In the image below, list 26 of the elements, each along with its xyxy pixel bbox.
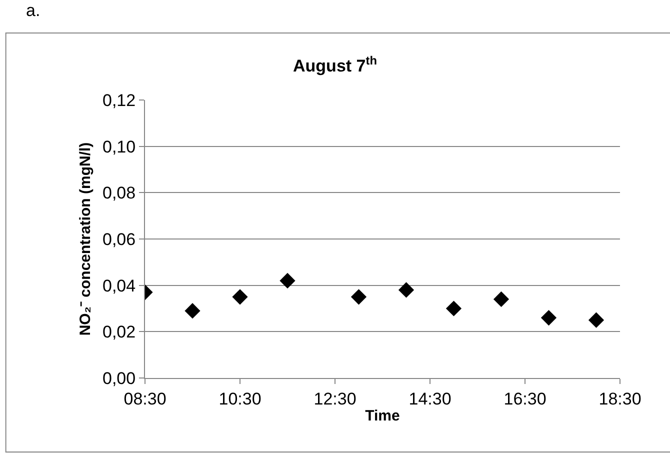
point	[184, 303, 200, 319]
x-tick-label: 18:30	[598, 389, 642, 408]
y-tick-label: 0,06	[102, 230, 136, 249]
y-axis-title: NO₂⁻ concentration (mgN/l)	[76, 142, 94, 336]
point	[398, 282, 414, 298]
x-tick-label: 14:30	[408, 389, 452, 408]
y-tick-label: 0,04	[102, 276, 136, 296]
x-tick-label: 12:30	[314, 389, 356, 408]
point	[540, 310, 557, 326]
point	[232, 289, 248, 305]
x-tick-label: 16:30	[504, 389, 546, 408]
x-tick-label: 10:30	[218, 389, 262, 408]
y-tick-label: 0,10	[102, 137, 136, 156]
y-tick-label: 0,00	[102, 368, 136, 388]
chart-title: August 7$^{th}$	[293, 53, 377, 76]
y-tick-label: 0,02	[102, 322, 136, 342]
point	[493, 291, 510, 308]
y-tick-label: 0,12	[102, 90, 136, 110]
y-tick-label: 0,08	[102, 184, 136, 203]
point	[588, 312, 604, 328]
x-tick-label: 08:30	[124, 389, 166, 408]
x-axis-title: Time	[365, 407, 400, 424]
point	[350, 289, 367, 305]
text: a.	[26, 1, 40, 20]
point	[280, 272, 296, 288]
point	[446, 300, 462, 316]
